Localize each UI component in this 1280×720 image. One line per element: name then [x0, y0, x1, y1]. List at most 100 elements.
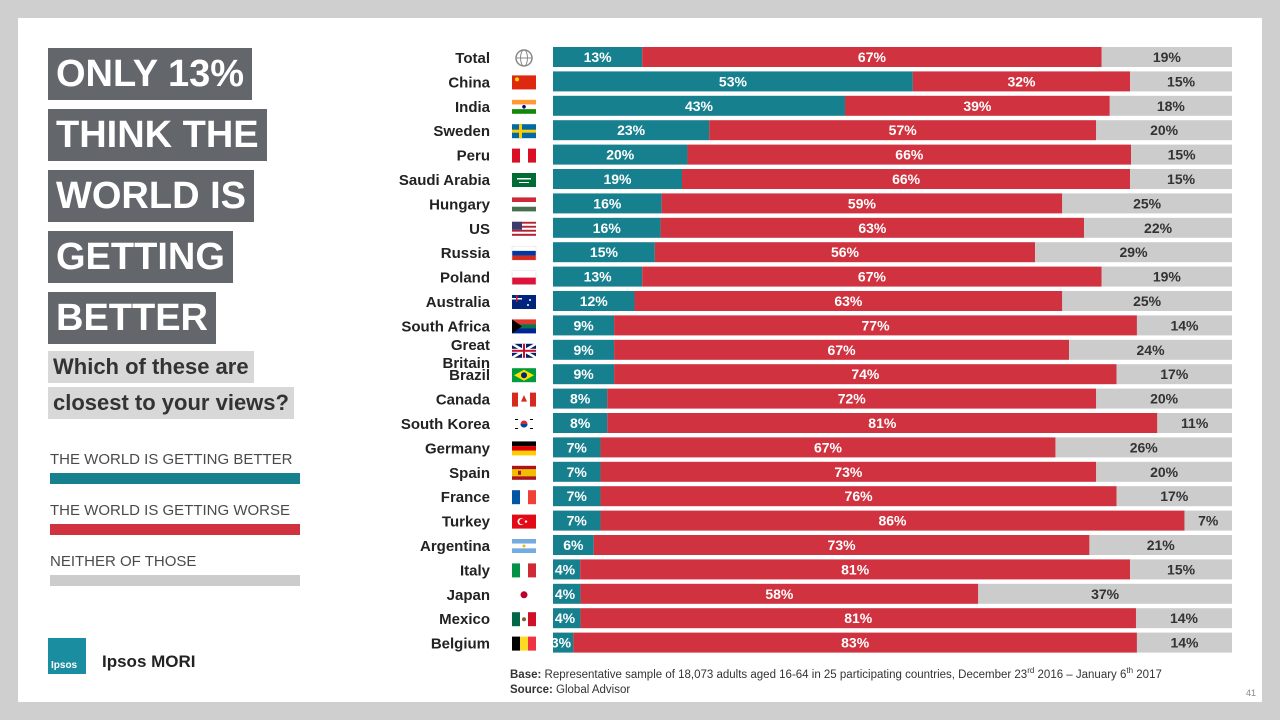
data-label: 8% — [570, 415, 591, 431]
data-label: 7% — [567, 488, 588, 504]
category-label: Great — [451, 337, 490, 354]
data-label: 43% — [685, 98, 714, 114]
bar-segment — [687, 144, 1132, 165]
legend-label: NEITHER OF THOSE — [50, 553, 197, 570]
data-label: 72% — [838, 391, 867, 407]
data-label: 83% — [841, 635, 870, 651]
data-label: 53% — [719, 73, 748, 89]
headline: ONLY 13% THINK THE WORLD IS GETTING BETT… — [48, 48, 267, 353]
category-label: Italy — [460, 562, 491, 579]
headline-line: BETTER — [48, 292, 216, 344]
flag-germany-icon — [512, 441, 536, 456]
bar-segment — [912, 71, 1131, 92]
question-line: closest to your views? — [48, 387, 294, 419]
data-label: 81% — [841, 561, 870, 577]
flag-south-africa-icon — [512, 319, 536, 334]
page-number: 41 — [1245, 688, 1256, 698]
headline-line: ONLY 13% — [48, 48, 252, 100]
data-label: 19% — [1153, 49, 1182, 65]
base-text: Representative sample of 18,073 adults a… — [544, 668, 1028, 681]
data-label: 15% — [1167, 73, 1196, 89]
bar-segment — [614, 315, 1137, 336]
flag-canada-icon — [512, 392, 536, 407]
data-label: 4% — [555, 610, 576, 626]
data-label: 7% — [567, 464, 588, 480]
category-label: Brazil — [449, 367, 490, 384]
data-label: 13% — [584, 269, 613, 285]
legend-swatch — [50, 473, 300, 484]
bar-segment — [1096, 461, 1232, 482]
legend-item-worse: THE WORLD IS GETTING WORSE — [50, 502, 300, 535]
bar-segment — [580, 583, 979, 604]
flag-belgium-icon — [512, 636, 536, 651]
bar-segment — [682, 169, 1131, 189]
bar-segment — [607, 413, 1158, 433]
data-label: 7% — [567, 513, 588, 529]
data-label: 22% — [1144, 220, 1173, 236]
bar-segment — [553, 364, 615, 385]
data-label: 37% — [1091, 586, 1120, 602]
data-label: 4% — [555, 561, 576, 577]
data-label: 67% — [858, 269, 887, 285]
bar-segment — [1109, 95, 1232, 116]
headline-line: THINK THE — [48, 109, 267, 161]
bar-segment — [553, 193, 662, 214]
category-label: Hungary — [429, 196, 491, 213]
bar-segment — [553, 242, 655, 263]
bar-segment — [1136, 315, 1232, 336]
data-label: 8% — [570, 391, 591, 407]
bar-segment — [1089, 535, 1232, 555]
bar-segment — [844, 95, 1110, 116]
bar-segment — [553, 144, 688, 165]
data-label: 66% — [895, 147, 924, 163]
flag-china-icon — [512, 75, 536, 90]
data-label: 19% — [603, 171, 632, 187]
data-label: 15% — [1167, 171, 1196, 187]
data-label: 9% — [573, 317, 594, 333]
data-label: 63% — [834, 293, 863, 309]
category-label: Sweden — [433, 123, 490, 140]
bar-segment — [553, 559, 581, 580]
bar-segment — [709, 120, 1097, 141]
data-label: 26% — [1130, 439, 1159, 455]
data-label: 67% — [814, 439, 843, 455]
bar-segment — [553, 266, 643, 287]
data-label: 66% — [892, 171, 921, 187]
flag-us-icon — [512, 221, 536, 236]
category-label: Turkey — [442, 514, 491, 531]
legend-swatch — [50, 524, 300, 535]
flag-japan-icon — [512, 587, 536, 602]
bar-segment — [553, 461, 601, 482]
headline-line: GETTING — [48, 231, 233, 283]
bar-segment — [553, 486, 601, 507]
data-label: 73% — [828, 537, 857, 553]
data-label: 17% — [1160, 488, 1189, 504]
data-label: 19% — [1153, 269, 1182, 285]
data-label: 76% — [845, 488, 874, 504]
bar-segment — [1130, 169, 1232, 189]
data-label: 12% — [580, 293, 609, 309]
category-label: Peru — [457, 148, 490, 165]
base-sup-th: th — [1126, 666, 1134, 675]
category-label: South Africa — [401, 318, 490, 335]
flag-south-korea-icon — [512, 417, 536, 431]
bar-segment — [634, 291, 1063, 311]
bar-segment — [553, 339, 615, 360]
bar-segment — [553, 95, 845, 116]
bar-segment — [1101, 47, 1232, 67]
data-label: 63% — [858, 220, 887, 236]
flag-argentina-icon — [512, 539, 536, 553]
bar-segment — [1157, 413, 1232, 433]
data-label: 25% — [1133, 293, 1162, 309]
bar-segment — [553, 413, 608, 433]
data-label: 16% — [593, 195, 622, 211]
category-label: Britain — [442, 355, 490, 372]
category-label: France — [441, 489, 490, 506]
bar-segment — [553, 315, 615, 336]
data-label: 73% — [834, 464, 863, 480]
bar-segment — [1184, 510, 1232, 531]
data-label: 86% — [878, 513, 907, 529]
data-label: 6% — [563, 537, 584, 553]
bar-segment — [573, 632, 1137, 653]
flag-great-britain-icon — [511, 342, 537, 359]
